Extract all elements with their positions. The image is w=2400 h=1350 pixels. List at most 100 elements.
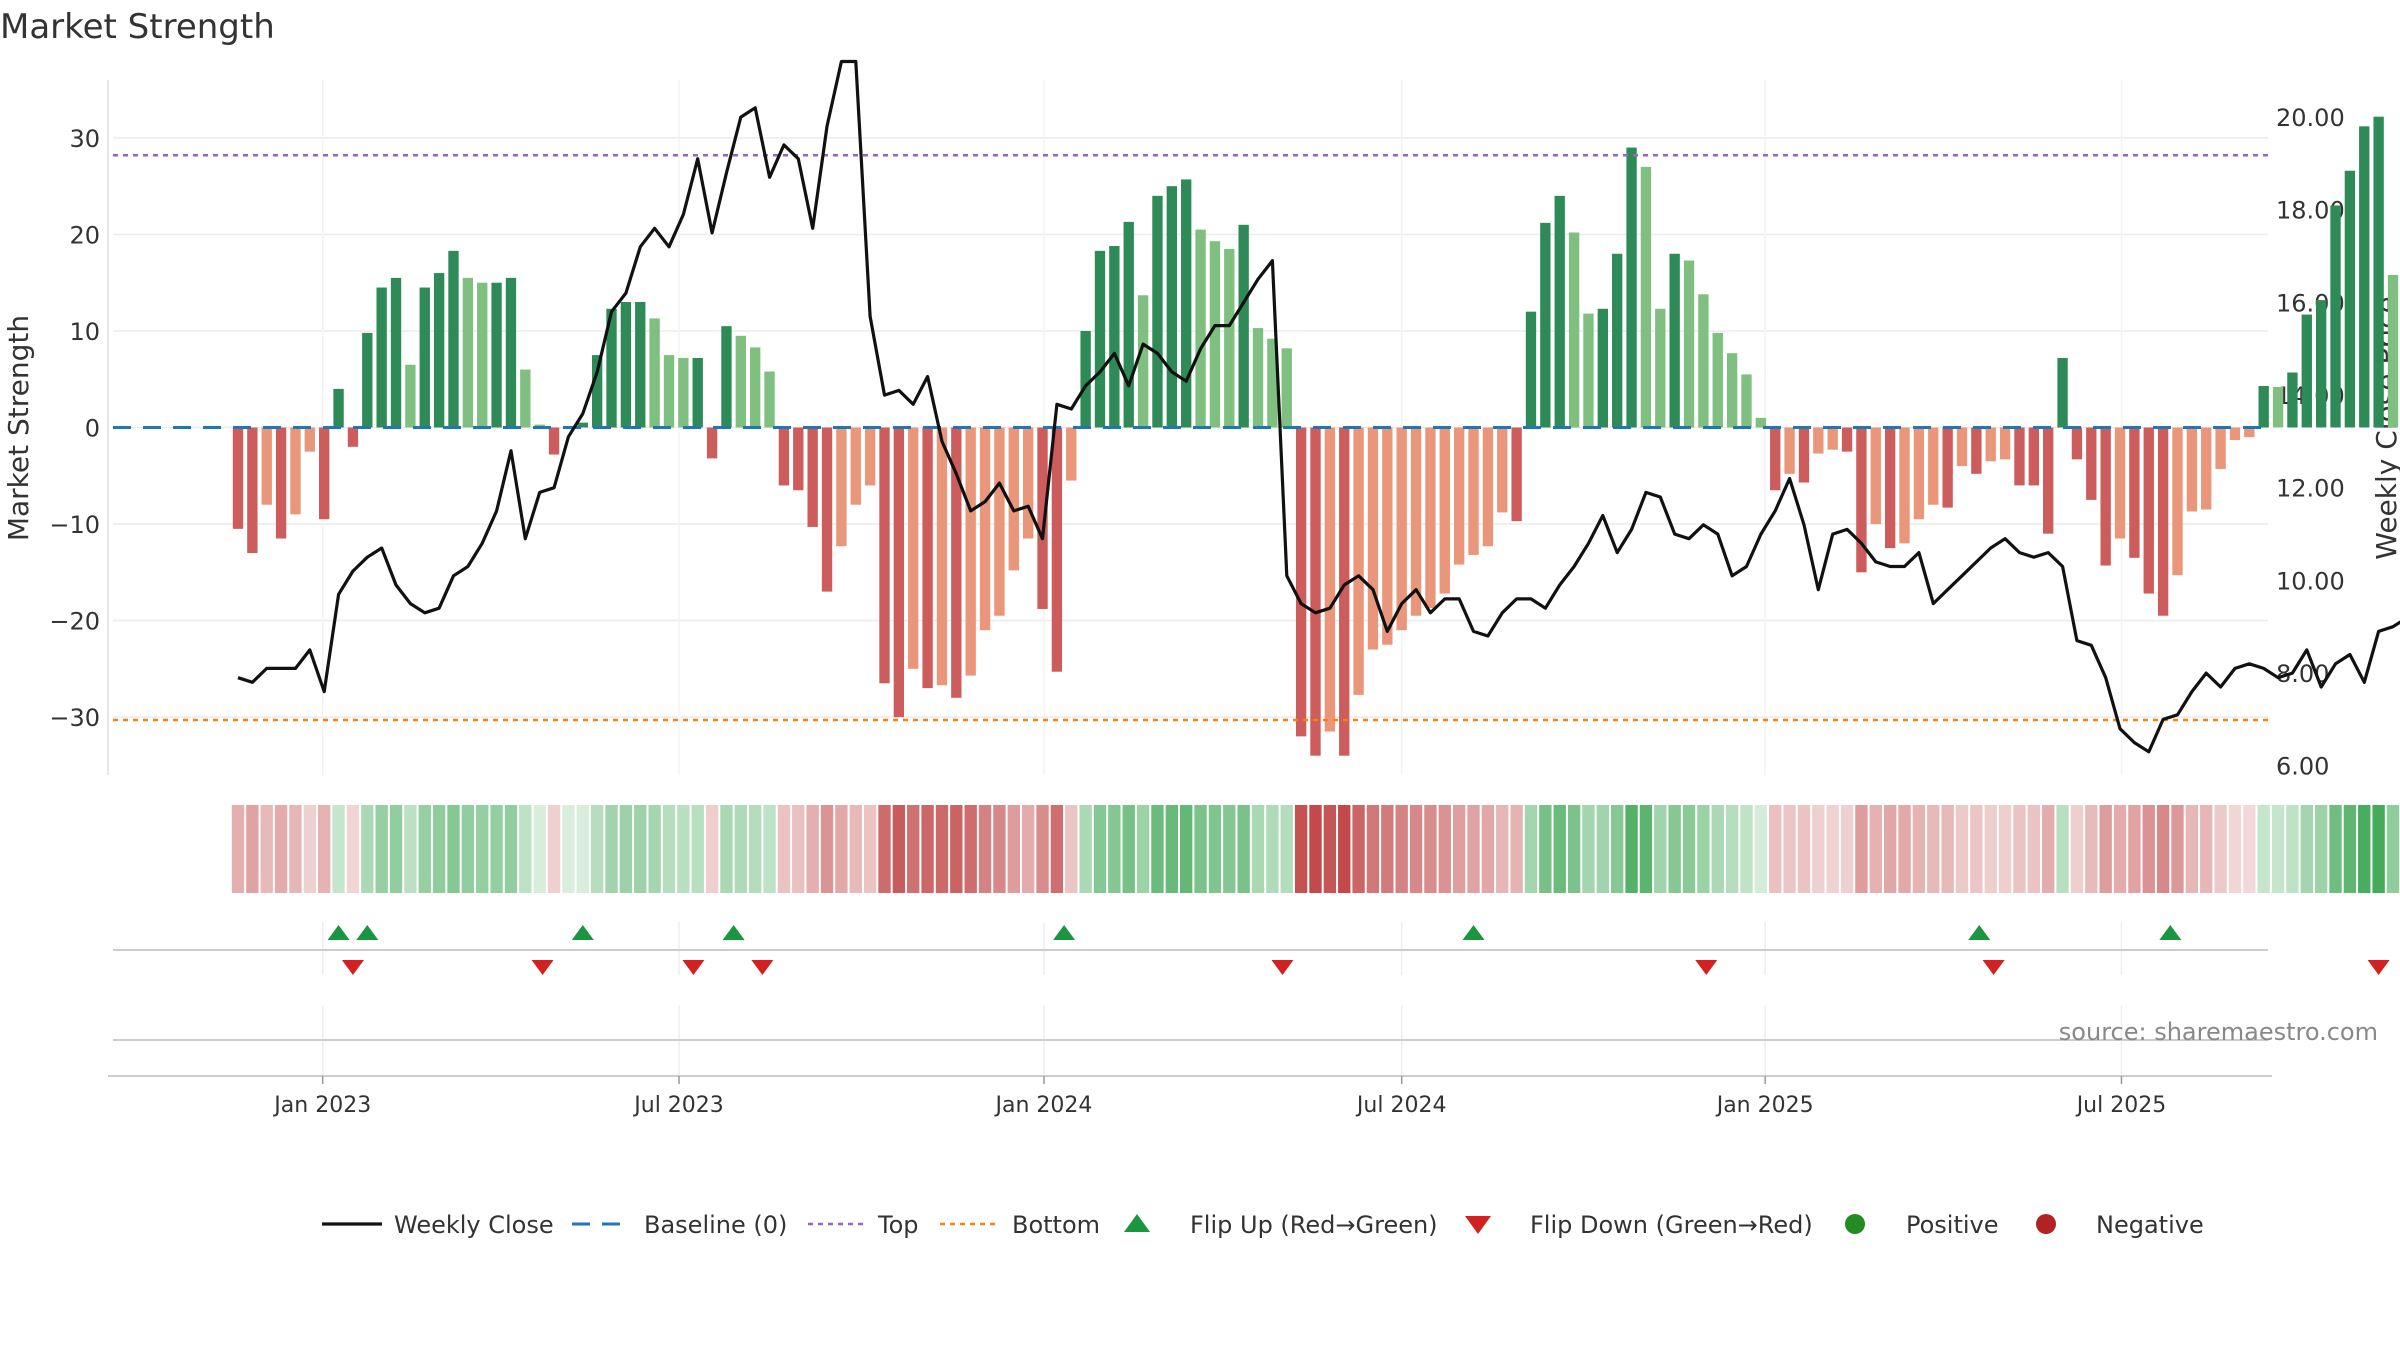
heat-cell bbox=[231, 805, 245, 893]
strength-bar bbox=[1109, 246, 1120, 428]
heat-cell bbox=[2358, 805, 2371, 893]
heat-cell bbox=[1280, 805, 1293, 893]
heat-cell bbox=[2113, 805, 2127, 893]
strength-bar bbox=[994, 427, 1005, 616]
flip-up-marker bbox=[327, 925, 350, 940]
strength-bar bbox=[1339, 427, 1350, 756]
strength-bar bbox=[821, 427, 833, 592]
strength-bar bbox=[2344, 170, 2356, 428]
strength-bar bbox=[2301, 314, 2312, 428]
heat-cell bbox=[2142, 805, 2155, 893]
heat-cell bbox=[763, 805, 776, 893]
heat-cell bbox=[1481, 805, 1495, 893]
heat-cell bbox=[2300, 805, 2313, 893]
strength-bar bbox=[1123, 221, 1134, 428]
y-tick-label: 30 bbox=[69, 125, 100, 153]
heat-cell bbox=[461, 805, 475, 893]
heat-cell bbox=[1467, 805, 1480, 893]
strength-bar bbox=[448, 250, 459, 428]
strength-bar bbox=[1525, 311, 1537, 428]
y-axis-label: Market Strength bbox=[2, 315, 35, 541]
strength-bar bbox=[1310, 427, 1321, 756]
heat-cell bbox=[2271, 805, 2285, 893]
strength-bar bbox=[1482, 427, 1494, 547]
flip-up-marker bbox=[722, 925, 745, 940]
heat-cell bbox=[1697, 805, 1710, 893]
y-tick-label: 0 bbox=[85, 415, 100, 443]
heat-cell bbox=[1582, 805, 1595, 893]
y-tick-label: −30 bbox=[49, 704, 100, 732]
strength-bar bbox=[1281, 348, 1292, 428]
heat-cell bbox=[1208, 805, 1222, 893]
strength-bar bbox=[577, 422, 588, 428]
strength-bar bbox=[1956, 427, 1968, 467]
strength-heat-strip bbox=[231, 805, 2400, 893]
flip-up-marker bbox=[1462, 925, 1485, 940]
heat-cell bbox=[2200, 805, 2213, 893]
flip-down-marker bbox=[751, 960, 774, 975]
strength-bar bbox=[232, 427, 244, 529]
heat-cell bbox=[1682, 805, 1696, 893]
heat-cell bbox=[993, 805, 1006, 893]
heat-cell bbox=[1539, 805, 1552, 893]
heat-cell bbox=[2171, 805, 2184, 893]
heat-cell bbox=[1725, 805, 1739, 893]
heat-cell bbox=[792, 805, 805, 893]
strength-bar bbox=[735, 335, 746, 428]
heat-cell bbox=[1165, 805, 1179, 893]
heat-cell bbox=[533, 805, 546, 893]
strength-bar bbox=[1094, 250, 1106, 428]
strength-bar bbox=[1181, 179, 1192, 428]
flip-panel-gridlines bbox=[322, 922, 2123, 1076]
strength-bar bbox=[491, 282, 502, 428]
strength-bar bbox=[2186, 427, 2198, 512]
heat-cell bbox=[1869, 805, 1882, 893]
heat-cell bbox=[1941, 805, 1954, 893]
strength-bar bbox=[1583, 313, 1594, 428]
strength-bar bbox=[1813, 427, 1824, 454]
heat-cell bbox=[2156, 805, 2170, 893]
strength-bar bbox=[1410, 427, 1422, 616]
heat-cell bbox=[2343, 805, 2357, 893]
heat-cell bbox=[749, 805, 762, 893]
x-tick-label: Jul 2025 bbox=[2075, 1093, 2167, 1118]
y-tick-label: 10 bbox=[69, 318, 100, 346]
heat-cell bbox=[1093, 805, 1107, 893]
strength-bar bbox=[1367, 427, 1379, 650]
heat-cell bbox=[619, 805, 633, 893]
heat-cell bbox=[1395, 805, 1408, 893]
strength-bar bbox=[1396, 427, 1407, 631]
strength-bar bbox=[864, 427, 876, 486]
heat-cell bbox=[1754, 805, 1768, 893]
y-tick-label: −10 bbox=[49, 511, 100, 539]
flip-down-marker bbox=[2367, 960, 2390, 975]
heat-cell bbox=[432, 805, 446, 893]
strength-bar bbox=[2272, 386, 2284, 428]
heat-cell bbox=[892, 805, 906, 893]
heat-cell bbox=[1912, 805, 1926, 893]
heat-cell bbox=[2070, 805, 2084, 893]
strength-bar bbox=[1841, 427, 1853, 452]
heat-cell bbox=[562, 805, 575, 893]
strength-bar bbox=[2172, 427, 2183, 576]
legend-label: Weekly Close bbox=[394, 1211, 554, 1239]
strength-bar bbox=[1741, 374, 1752, 428]
strength-bar bbox=[548, 427, 560, 455]
strength-bar bbox=[591, 355, 603, 428]
flip-markers bbox=[327, 925, 2390, 975]
strength-bar bbox=[1755, 417, 1767, 428]
strength-bar bbox=[2387, 274, 2399, 428]
strength-bar bbox=[1511, 427, 1522, 522]
heat-cell bbox=[720, 805, 733, 893]
heat-cell bbox=[1524, 805, 1538, 893]
heat-cell bbox=[1237, 805, 1250, 893]
heat-cell bbox=[1812, 805, 1825, 893]
heat-cell bbox=[1338, 805, 1351, 893]
strength-bar bbox=[1008, 427, 1019, 571]
heat-cell bbox=[1050, 805, 1064, 893]
heat-cell bbox=[662, 805, 676, 893]
heat-cell bbox=[777, 805, 791, 893]
heat-cell bbox=[921, 805, 934, 893]
heat-cell bbox=[361, 805, 374, 893]
heat-cell bbox=[1639, 805, 1653, 893]
